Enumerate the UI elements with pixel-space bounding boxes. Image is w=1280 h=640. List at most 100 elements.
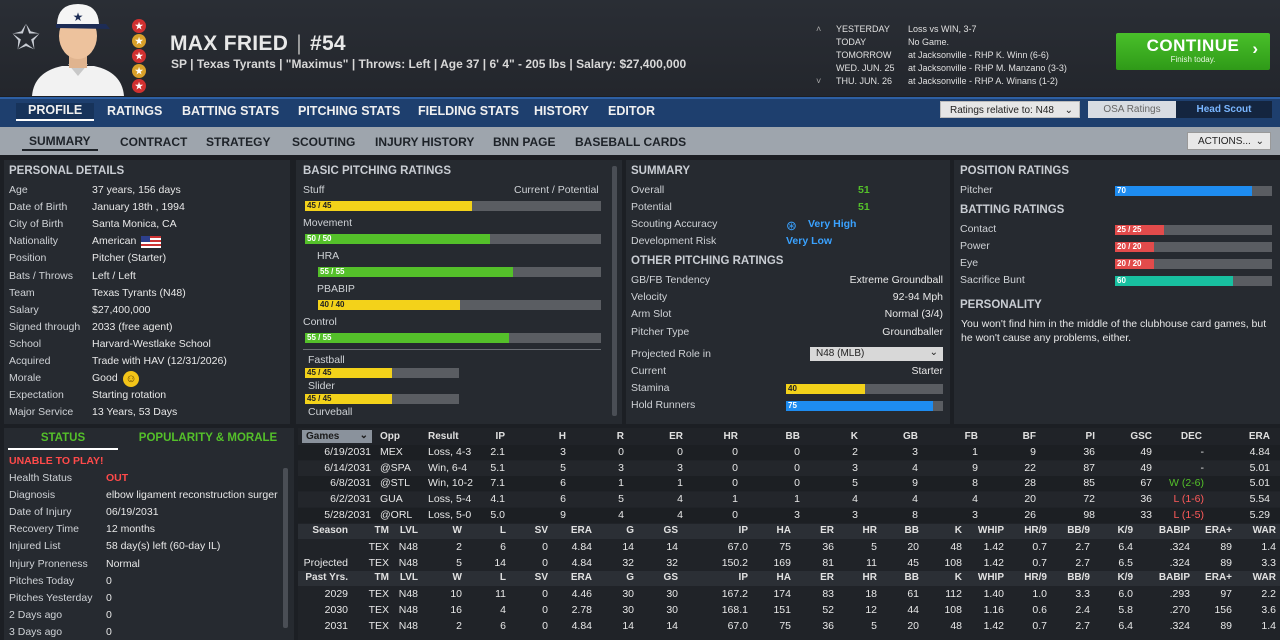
game-log-cell: 3 [852,461,858,474]
schedule-day: WED. JUN. 25 [836,63,895,73]
season-cell: 4 [500,604,506,616]
sub-tab-bar [0,127,1280,155]
season-cell: 14 [622,541,634,553]
tab-status[interactable]: STATUS [8,432,118,450]
tab-batting-stats[interactable]: BATTING STATS [182,104,280,118]
status-label: Health Status [9,472,73,484]
tab-editor[interactable]: EDITOR [608,104,655,118]
past-years-row[interactable]: 2029 TEX N48 10 11 0 4.46 30 30 167.2 174 83 18 61 112… [298,587,1280,602]
season-cell: 10 [450,588,462,600]
game-date: 6/19/2031 [324,446,371,458]
game-log-header: PI [1085,431,1095,442]
pitching-rating-label: PBABIP [317,283,355,295]
game-log-cell: 33 [1140,508,1152,521]
status-value: 0 [106,574,112,587]
ratings-relative-select[interactable]: Ratings relative to: N48 ⌄ [940,101,1080,118]
season-cell: 0 [542,557,548,569]
season-header: HA [776,525,791,536]
game-log-cell: Win, 6-4 [428,461,468,474]
season-row[interactable]: TEX N48 2 6 0 4.84 14 14 67.0 75 36 5 20 48 1.42 0.7 2.7… [298,540,1280,555]
tab-history[interactable]: HISTORY [534,104,589,118]
season-row[interactable]: Projected TEX N48 5 14 0 4.84 32 32 150.2 169 81 11 4… [298,556,1280,571]
subtab-strategy[interactable]: STRATEGY [206,135,271,149]
pitching-rating-label: Control [303,316,337,328]
game-log-row[interactable]: 6/19/2031 MEX Loss, 4-3 2.1 3 0 0 0 0 2 3 1 9 36 49 - 4.… [298,445,1280,460]
game-log-row[interactable]: 5/28/2031 @ORL Loss, 5-0 5.0 9 4 4 0 3 3 8 3 26 98 33 L… [298,507,1280,523]
season-cell: TEX [368,620,389,632]
tab-fielding-stats[interactable]: FIELDING STATS [418,104,519,118]
subtab-contract[interactable]: CONTRACT [120,135,188,149]
season-cell: 2.2 [1261,588,1276,600]
batting-bar-track: 20 / 20 [1115,259,1272,269]
summary-label: Development Risk [631,235,717,247]
personal-details-panel [4,160,290,424]
chevron-up-icon[interactable]: ˄ [816,24,822,34]
personal-label: Signed through [9,320,81,333]
subtab-summary[interactable]: SUMMARY [22,134,98,151]
personal-value: Starting rotation [92,389,167,402]
game-log-cell: 2.1 [490,446,505,458]
season-cell: 18 [865,588,877,600]
season-header: LVL [399,572,418,583]
status-label: Diagnosis [9,489,56,502]
pitch-bar-track: 45 / 45 [305,368,459,378]
tab-pitching-stats[interactable]: PITCHING STATS [298,104,401,118]
game-log-row[interactable]: 6/8/2031 @STL Win, 10-2 7.1 6 1 1 0 0 5 9 8 28 85 67 W … [298,476,1280,492]
season-cell: 1.40 [983,588,1004,600]
games-select[interactable]: Games ⌄ [302,430,372,443]
continue-button[interactable]: CONTINUE Finish today. › [1116,33,1270,70]
pitching-rating-bar-value: 45 / 45 [307,201,332,210]
projected-role-select[interactable]: N48 (MLB) ⌄ [810,347,943,361]
subtab-injury-history[interactable]: INJURY HISTORY [375,135,475,149]
award-badges[interactable]: ★ ★ ★ ★ ★ [132,18,160,93]
game-log-cell: - [1200,461,1205,474]
past-years-row[interactable]: 2030 TEX N48 16 4 0 2.78 30 30 168.1 151 52 12 44 108 1… [298,603,1280,618]
stamina-bar-track: 40 [786,384,943,394]
game-log-cell: 0 [794,461,800,474]
tab-profile[interactable]: PROFILE [16,103,95,121]
subtab-scouting[interactable]: SCOUTING [292,135,356,149]
position-bar-fill [1115,186,1252,196]
game-log-cell: 2 [852,446,858,458]
season-header: ERA [570,525,592,536]
game-log-cell: 6 [560,493,566,506]
game-log-row[interactable]: 6/2/2031 GUA Loss, 5-4 4.1 6 5 4 1 1 4 4 4 20 72 36 L (… [298,492,1280,508]
tab-ratings[interactable]: RATINGS [107,104,163,118]
status-label: 3 Days ago [9,625,63,638]
season-cell: 48 [950,541,962,553]
status-scrollbar[interactable] [283,468,288,628]
stamina-label: Stamina [631,382,670,394]
osa-ratings-button[interactable]: OSA Ratings [1088,101,1176,118]
status-label: Injured List [9,540,61,553]
season-header: Season [312,525,348,536]
tab-popularity-morale[interactable]: POPULARITY & MORALE [138,432,278,444]
subtab-bnn-page[interactable]: BNN PAGE [493,135,556,149]
season-cell: N48 [398,588,418,600]
season-cell: 1.0 [1032,588,1047,600]
game-log-cell: 7.1 [490,477,505,490]
schedule-event: at Jacksonville - RHP A. Winans (1-2) [908,76,1058,86]
season-header: G [626,525,634,536]
pitching-scrollbar[interactable] [612,166,617,416]
game-log-row[interactable]: 6/14/2031 @SPA Win, 6-4 5.1 5 3 3 0 0 3 4 9 22 87 49-5… [298,460,1280,476]
head-scout-button[interactable]: Head Scout [1176,101,1272,118]
game-log-cell: 4 [912,461,918,474]
batting-bar-fill [1115,225,1164,235]
actions-dropdown[interactable]: ACTIONS... ⌄ [1187,132,1271,150]
batting-bar-fill [1115,242,1154,252]
game-log-cell: 0 [732,461,738,474]
season-cell: 30 [622,588,634,600]
chevron-down-icon[interactable]: ˅ [816,76,822,86]
game-log-cell: 1 [732,493,738,506]
game-log-cell: 4.1 [490,493,505,506]
season-cell: TEX [368,557,389,569]
pitch-label: Slider [308,380,335,392]
subtab-baseball-cards[interactable]: BASEBALL CARDS [575,135,687,149]
season-header: LVL [399,525,418,536]
past-years-row[interactable]: 2031 TEX N48 2 6 0 4.84 14 14 67.0 75 36 5 20 48 1.42 0.… [298,619,1280,634]
season-cell: 89 [1220,541,1232,553]
season-cell: 5 [871,541,877,553]
game-log-header: GSC [1130,431,1152,442]
season-cell: 167.2 [721,588,748,600]
season-cell: 2.78 [571,604,592,616]
